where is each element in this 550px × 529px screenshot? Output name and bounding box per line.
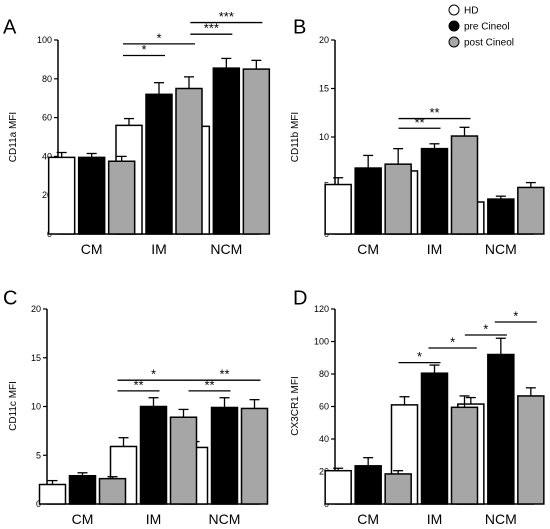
bar-ncm-post-cineol (242, 68, 271, 235)
legend-label: pre Cineol (464, 22, 510, 33)
legend-label: post Cineol (464, 38, 514, 49)
y-axis-label: CD11c MFI (8, 381, 19, 431)
x-category-label: IM (151, 241, 167, 257)
significance-label: * (513, 309, 518, 324)
bar-im-post-cineol (169, 416, 198, 505)
bar-ncm-pre-cineol (212, 67, 241, 235)
bar-cm-pre-cineol (354, 465, 382, 505)
y-tick-label: 80 (42, 74, 52, 84)
bar-cm-pre-cineol (354, 167, 382, 235)
bar-cm-hd (324, 183, 352, 235)
bar-im-post-cineol (450, 135, 479, 235)
legend-label: HD (464, 6, 478, 17)
bar-ncm-pre-cineol (487, 198, 515, 235)
y-tick-label: 120 (314, 304, 329, 314)
significance-label: ** (414, 115, 424, 130)
y-tick-label: 5 (36, 450, 41, 460)
y-tick-label: 60 (319, 402, 329, 412)
bar-ncm-post-cineol (517, 186, 545, 235)
significance-label: * (450, 335, 455, 350)
y-tick-label: 15 (31, 353, 41, 363)
bar-im-pre-cineol (145, 93, 173, 235)
significance-label: * (141, 42, 146, 57)
y-tick-label: 20 (31, 304, 41, 314)
y-tick-label: 20 (42, 190, 52, 200)
y-axis-label: CD11a MFI (8, 112, 19, 162)
significance-label: ** (204, 377, 214, 392)
x-category-label: CM (357, 511, 379, 527)
y-tick-label: 10 (319, 132, 329, 142)
panel-letter: C (3, 288, 17, 310)
significance-label: * (483, 322, 488, 337)
bar-ncm-pre-cineol (210, 406, 239, 505)
legend-swatch (448, 4, 460, 16)
bar-im-pre-cineol (139, 405, 168, 505)
significance-label: *** (219, 9, 234, 24)
bar-cm-post-cineol (98, 477, 127, 505)
panel-letter: A (3, 17, 17, 39)
y-tick-label: 40 (319, 434, 329, 444)
y-tick-label: 60 (42, 113, 52, 123)
panel-letter: D (293, 288, 307, 310)
y-tick-label: 100 (314, 337, 329, 347)
x-category-label: NCM (209, 511, 241, 527)
bar-ncm-post-cineol (240, 407, 269, 505)
significance-label: * (151, 367, 156, 382)
bar-cm-hd (38, 483, 67, 505)
bar-im-pre-cineol (420, 147, 449, 235)
y-tick-label: 20 (319, 35, 329, 45)
bar-im-post-cineol (450, 406, 479, 505)
y-tick-label: 20 (319, 467, 329, 477)
bar-cm-hd (324, 469, 352, 505)
x-category-label: IM (146, 511, 162, 527)
y-tick-label: 10 (31, 402, 41, 412)
x-category-label: IM (427, 511, 443, 527)
x-category-label: CM (81, 241, 103, 257)
bar-cm-pre-cineol (68, 474, 97, 505)
x-category-label: IM (427, 241, 443, 257)
legend: HD pre Cineol post Cineol (448, 4, 514, 49)
y-tick-label: 15 (319, 84, 329, 94)
x-category-label: NCM (485, 241, 517, 257)
y-tick-label: 0 (36, 499, 41, 509)
bar-ncm-post-cineol (517, 395, 545, 505)
bar-ncm-pre-cineol (487, 353, 515, 505)
bar-cm-post-cineol (384, 163, 412, 235)
y-tick-label: 80 (319, 369, 329, 379)
x-category-label: NCM (485, 511, 517, 527)
y-axis-label: CX3CR1 MFI (290, 376, 301, 435)
significance-label: ** (133, 377, 143, 392)
legend-swatch (448, 36, 460, 48)
bar-cm-post-cineol (107, 160, 136, 235)
significance-label: ** (219, 367, 229, 382)
x-category-label: NCM (210, 241, 242, 257)
x-category-label: CM (357, 241, 379, 257)
bar-im-pre-cineol (420, 372, 449, 505)
panel-letter: B (293, 17, 306, 39)
bar-cm-hd (47, 156, 76, 235)
significance-label: * (417, 349, 422, 364)
significance-label: ** (429, 105, 439, 120)
significance-label: *** (204, 21, 219, 36)
legend-swatch (448, 20, 460, 32)
bar-im-post-cineol (175, 87, 203, 235)
significance-label: * (156, 30, 161, 45)
y-tick-label: 100 (37, 35, 52, 45)
y-tick-label: 40 (42, 151, 52, 161)
bar-cm-post-cineol (384, 473, 412, 505)
x-category-label: CM (72, 511, 94, 527)
y-axis-label: CD11b MFI (290, 112, 301, 162)
bar-cm-pre-cineol (77, 156, 106, 235)
